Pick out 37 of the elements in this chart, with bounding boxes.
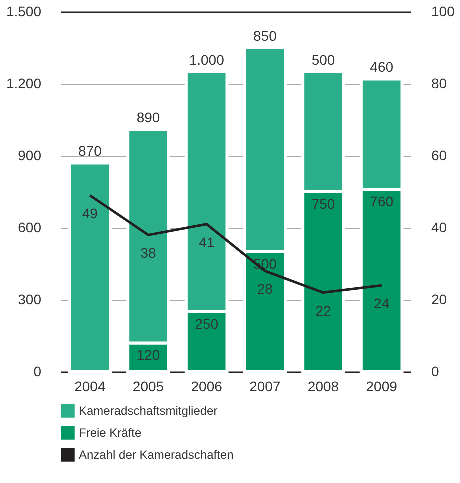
y-tick-label: 1.200 bbox=[6, 76, 42, 92]
y-tick-label: 1.500 bbox=[6, 4, 42, 20]
x-tick-label: 2008 bbox=[308, 378, 340, 394]
y2-tick-label: 20 bbox=[432, 292, 448, 308]
data-label: 41 bbox=[199, 234, 215, 250]
y-tick-label: 0 bbox=[34, 364, 42, 380]
data-label: 870 bbox=[78, 143, 102, 160]
data-label: 28 bbox=[257, 281, 274, 298]
y-tick-label: 300 bbox=[18, 292, 42, 308]
data-label: 22 bbox=[316, 302, 332, 319]
legend-label: Kameradschaftsmitglieder bbox=[79, 404, 218, 418]
y2-tick-label: 80 bbox=[432, 76, 448, 92]
y2-tick-label: 60 bbox=[432, 148, 448, 164]
data-label: 750 bbox=[312, 196, 336, 212]
y2-tick-label: 0 bbox=[432, 364, 440, 380]
data-label: 1.000 bbox=[189, 52, 225, 68]
data-label: 500 bbox=[312, 52, 336, 68]
data-label: 890 bbox=[136, 110, 160, 126]
data-label: 38 bbox=[140, 245, 156, 262]
y2-tick-label: 100 bbox=[432, 4, 456, 20]
data-label: 250 bbox=[195, 316, 219, 332]
data-label: 120 bbox=[136, 347, 160, 364]
x-tick-label: 2009 bbox=[366, 378, 398, 394]
legend-label: Anzahl der Kameradschaften bbox=[79, 448, 234, 462]
y-tick-label: 600 bbox=[18, 220, 42, 236]
data-label: 760 bbox=[370, 194, 394, 210]
data-label: 24 bbox=[374, 296, 390, 312]
x-tick-label: 2007 bbox=[250, 378, 281, 394]
data-label: 49 bbox=[82, 206, 98, 222]
y2-tick-label: 40 bbox=[432, 220, 448, 236]
data-label: 850 bbox=[253, 28, 278, 44]
x-tick-label: 2004 bbox=[74, 378, 106, 394]
x-tick-label: 2005 bbox=[132, 378, 164, 394]
data-label: 460 bbox=[370, 59, 394, 76]
legend-label: Freie Kräfte bbox=[79, 426, 142, 440]
y-tick-label: 900 bbox=[18, 148, 42, 164]
x-tick-label: 2006 bbox=[191, 378, 223, 394]
